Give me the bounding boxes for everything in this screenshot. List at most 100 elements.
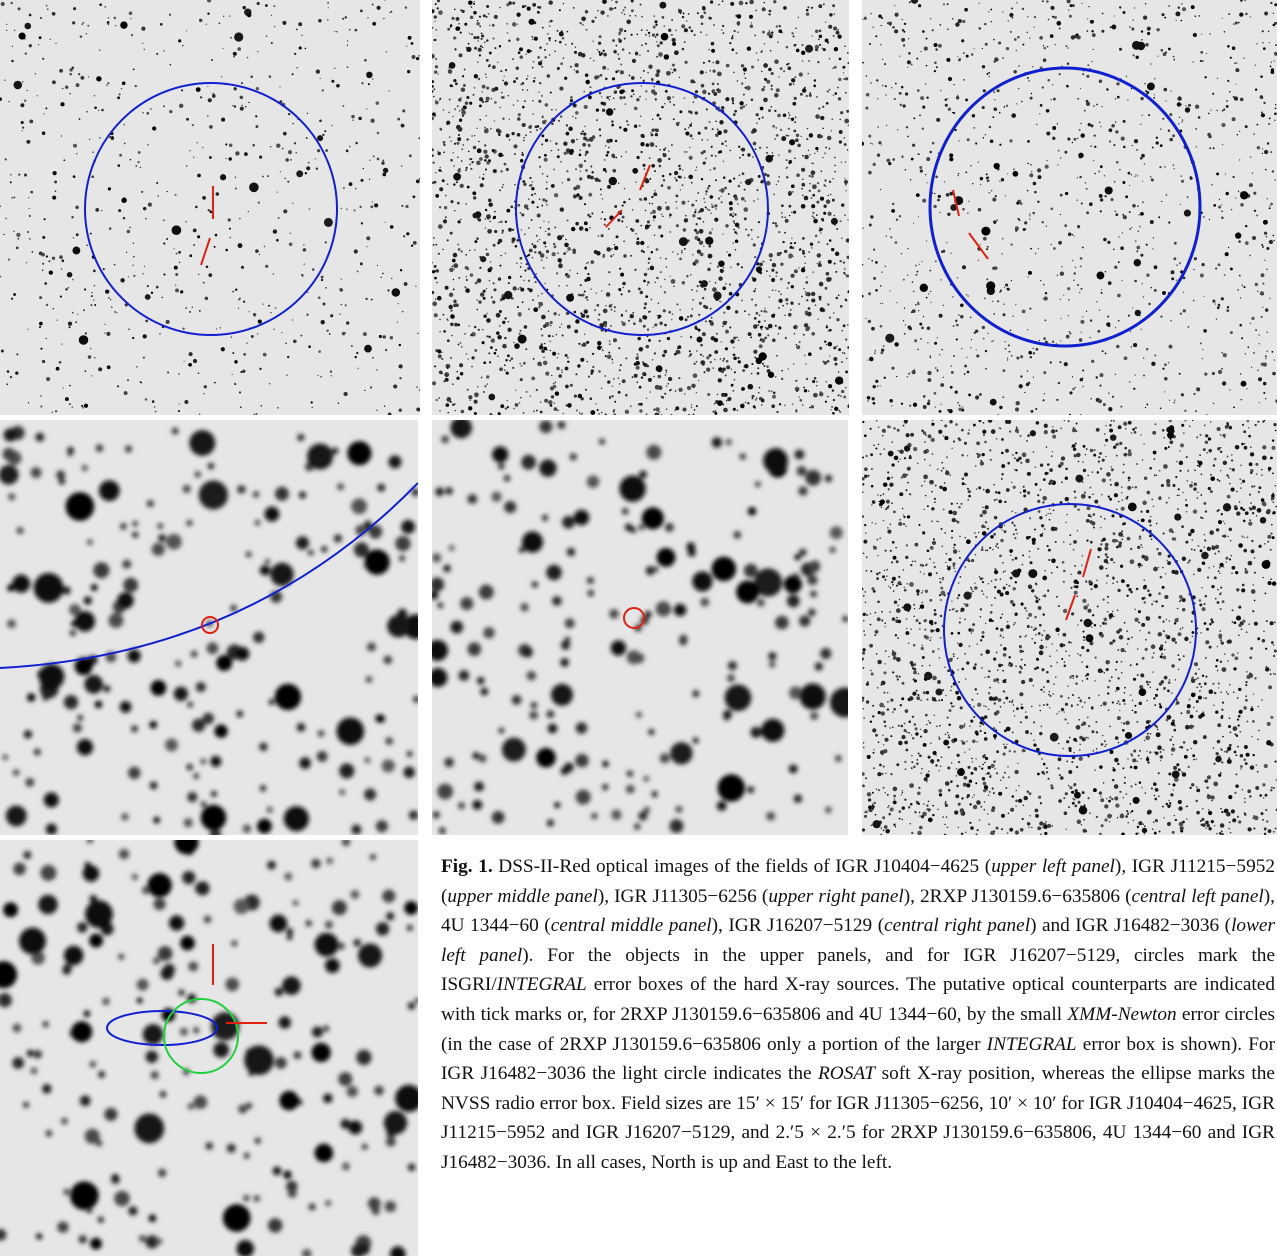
star (256, 413, 258, 415)
star (679, 122, 680, 123)
star (206, 266, 209, 269)
star (813, 219, 818, 224)
star (1135, 310, 1141, 316)
star (932, 142, 935, 145)
star (382, 173, 386, 177)
star (1147, 32, 1150, 35)
star (735, 310, 738, 313)
star (25, 23, 32, 30)
star (485, 115, 487, 117)
star (1258, 377, 1262, 381)
star (1027, 329, 1028, 330)
star (438, 224, 443, 229)
star (788, 135, 790, 137)
star (815, 29, 819, 33)
star (538, 156, 540, 158)
star (382, 159, 384, 161)
star (1063, 295, 1064, 296)
star (722, 234, 723, 235)
star (7, 619, 16, 628)
star (645, 210, 646, 211)
star (987, 246, 989, 248)
star (534, 193, 536, 195)
star (591, 20, 594, 23)
star (824, 179, 826, 181)
star (1022, 44, 1024, 46)
star (985, 368, 987, 370)
star (619, 96, 622, 99)
star (289, 243, 293, 247)
star (1086, 211, 1089, 214)
star (456, 371, 458, 373)
star (397, 322, 398, 323)
star (873, 277, 876, 280)
star (868, 320, 871, 323)
star (650, 142, 652, 144)
star (870, 215, 873, 218)
star (48, 260, 50, 262)
star (622, 48, 625, 51)
star (768, 372, 774, 378)
star (507, 400, 508, 401)
star (400, 269, 402, 271)
star (668, 158, 670, 160)
star (604, 159, 605, 160)
star (769, 30, 770, 31)
star (1060, 157, 1061, 158)
star (983, 237, 987, 241)
star (651, 164, 655, 168)
star (505, 253, 506, 254)
star (68, 287, 69, 288)
star (600, 346, 602, 348)
star (449, 99, 451, 101)
star (831, 130, 832, 131)
star (877, 98, 878, 99)
star (772, 290, 774, 292)
star (657, 44, 660, 47)
star (491, 338, 495, 342)
star (570, 96, 573, 99)
star (1269, 117, 1271, 119)
star (829, 181, 831, 183)
star (508, 228, 512, 232)
star (1018, 88, 1019, 89)
star (611, 154, 615, 158)
star (694, 81, 696, 83)
star (973, 127, 975, 129)
star (703, 198, 705, 200)
star (69, 403, 71, 405)
star (1009, 139, 1012, 142)
star (187, 764, 193, 770)
star (943, 377, 944, 378)
star (451, 265, 453, 267)
star (215, 234, 218, 237)
star (576, 193, 579, 196)
star (1072, 142, 1073, 143)
star (885, 94, 886, 95)
star (197, 142, 198, 143)
star (997, 300, 999, 302)
star (1066, 335, 1070, 339)
star (358, 368, 359, 369)
star (404, 282, 408, 286)
star (547, 175, 549, 177)
star (489, 267, 492, 270)
star (930, 357, 932, 359)
star (646, 445, 661, 460)
star (62, 88, 63, 89)
star (839, 58, 842, 61)
star (1257, 124, 1259, 126)
star (596, 119, 598, 121)
star (572, 116, 573, 117)
star (993, 220, 996, 223)
star (129, 12, 133, 16)
star (665, 523, 674, 532)
star (835, 252, 839, 256)
star (240, 406, 242, 408)
star (801, 51, 805, 55)
star (439, 410, 440, 411)
star (187, 792, 197, 802)
star (665, 90, 668, 93)
star (1015, 407, 1019, 411)
star (1255, 283, 1258, 286)
